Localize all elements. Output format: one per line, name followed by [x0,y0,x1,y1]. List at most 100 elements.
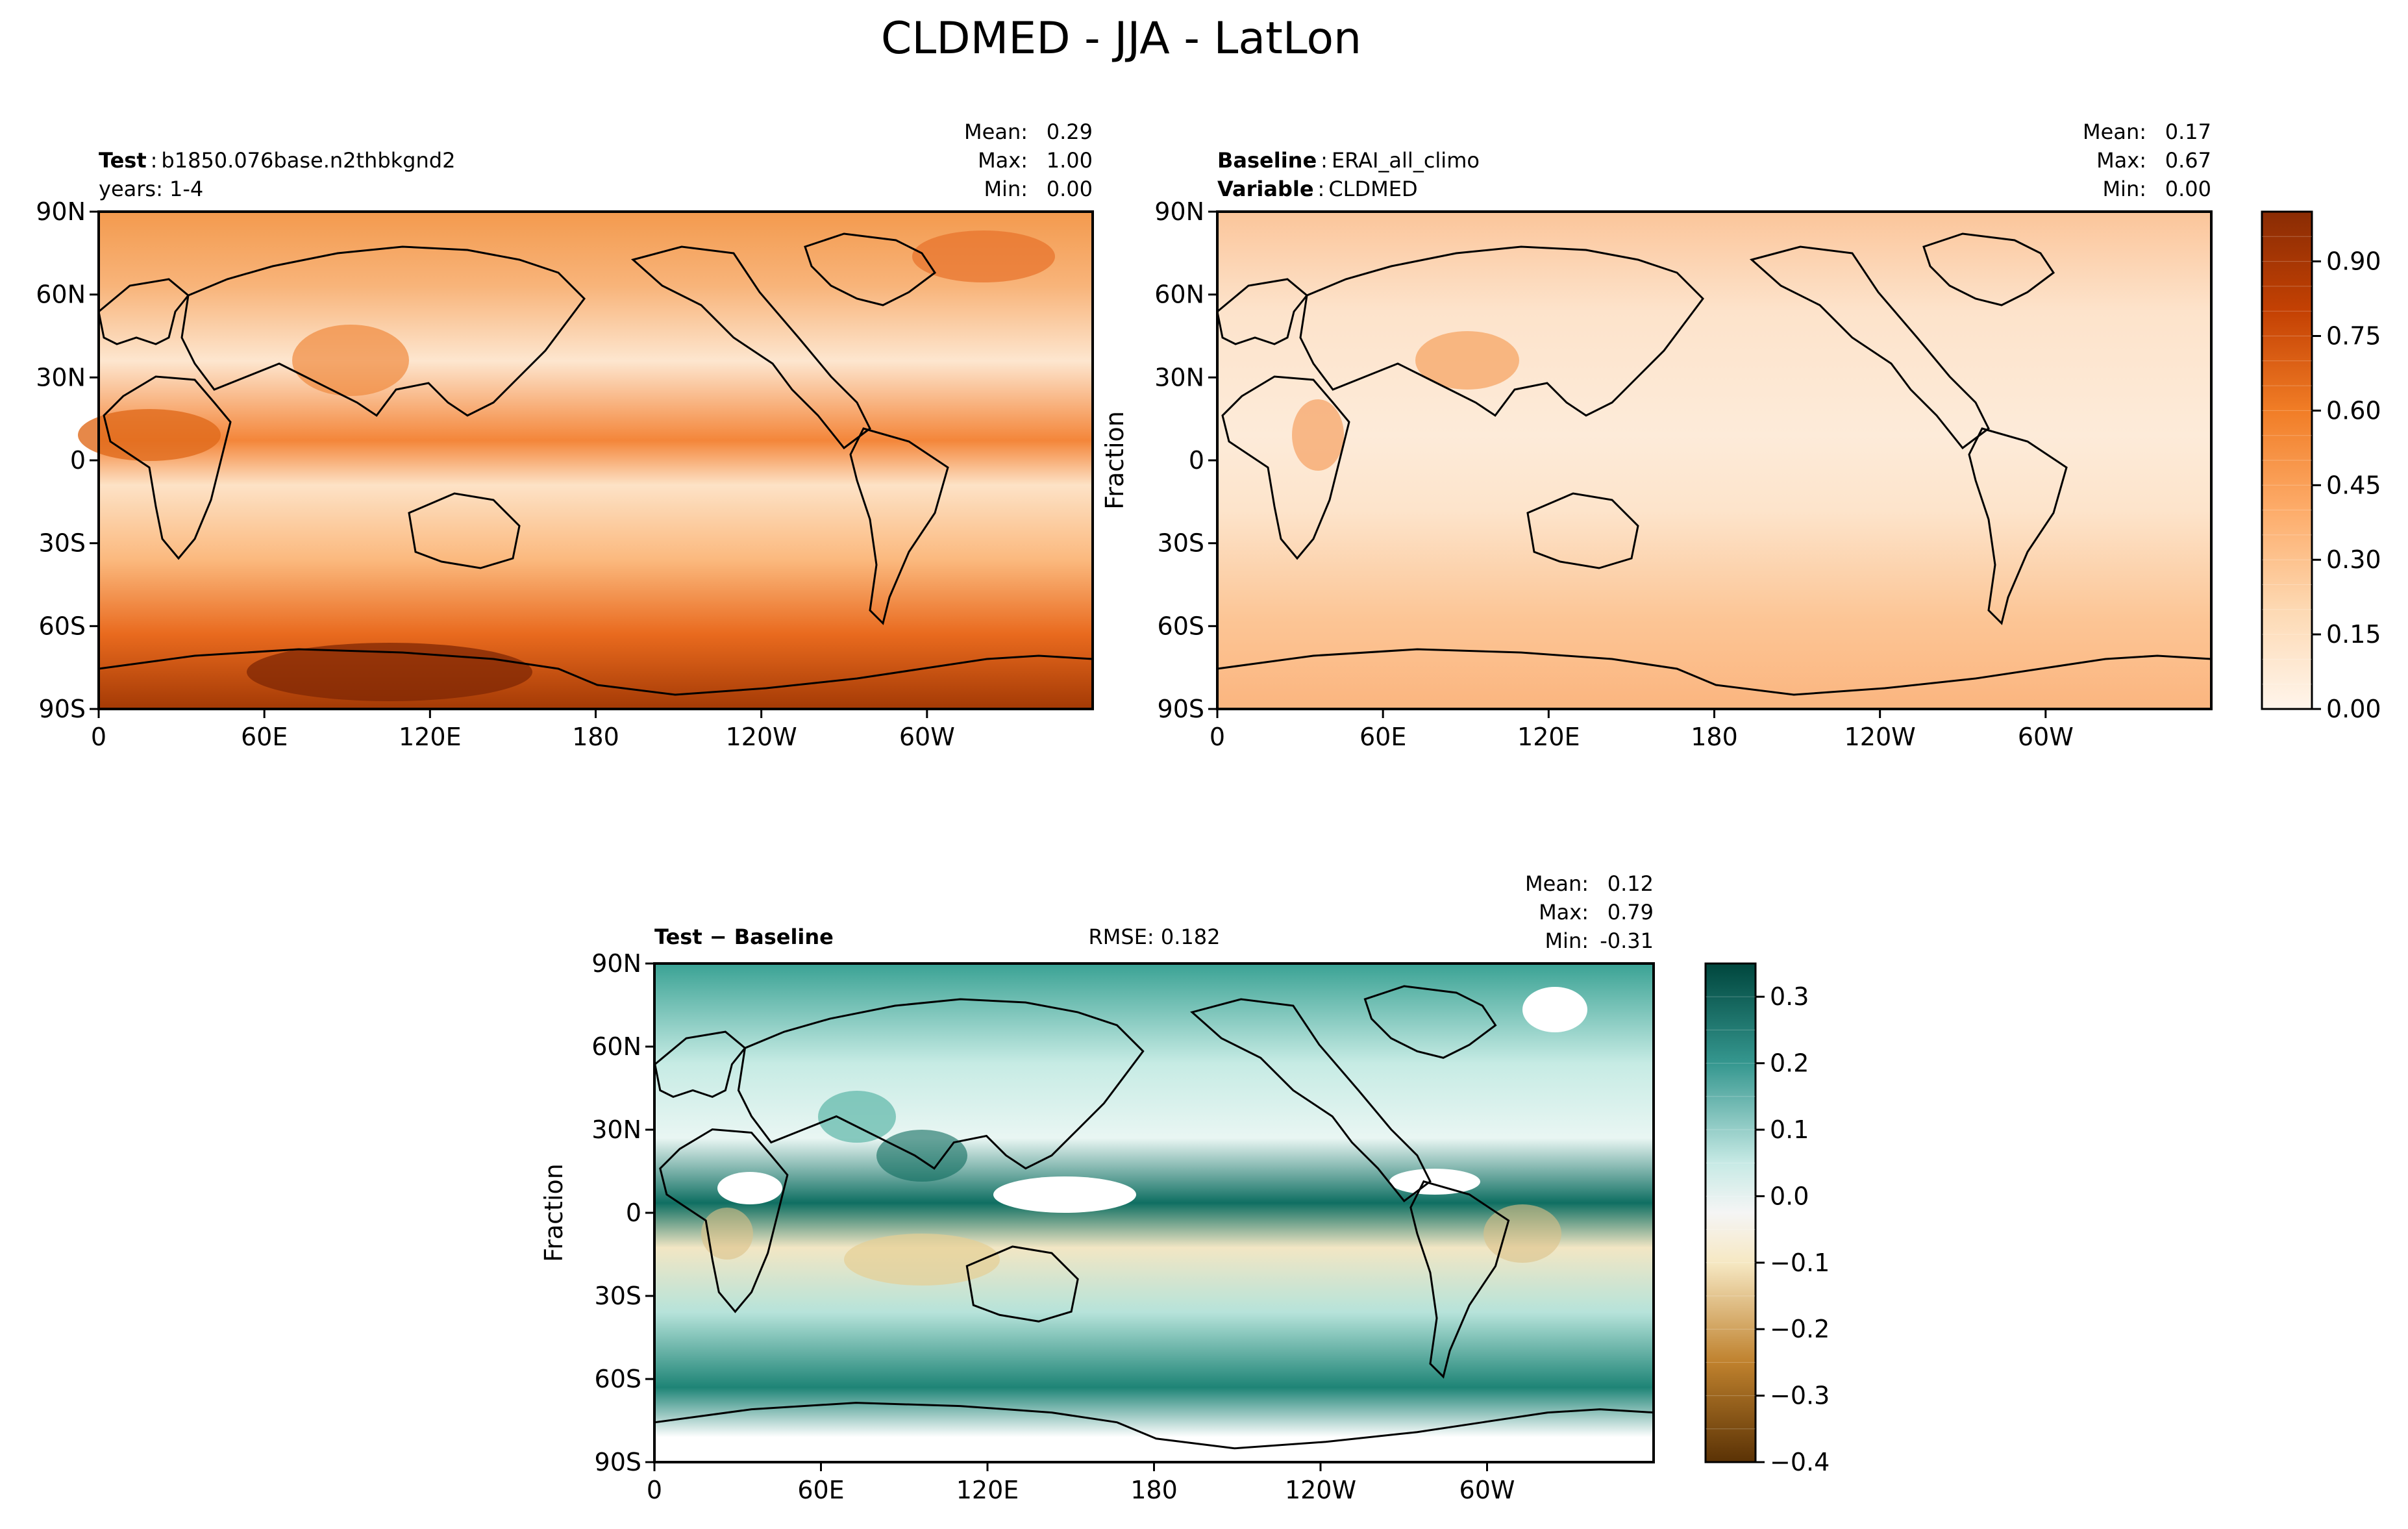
xtick-label: 60W [899,723,955,751]
colorbar-brbg-ramp [1706,963,1756,1462]
difference-field-blob [1389,1169,1480,1195]
stat-value: 0.17 [2165,119,2211,144]
baseline-info-label: Baseline [1217,148,1317,173]
colorbar-tick-label: 0.00 [2326,695,2381,723]
ytick-label: 90S [595,1448,641,1476]
ytick-label: 60N [36,280,86,309]
xtick-label: 120E [1517,723,1580,751]
colorbar-tick-label: −0.3 [1770,1382,1830,1410]
ytick-label: 90N [36,197,86,226]
test-info-years: years: 1-4 [99,177,203,201]
difference-field-blob [876,1130,967,1182]
stat-label: Max: [1539,900,1589,925]
xtick-label: 60E [241,723,288,751]
colorbar-tick-label: −0.2 [1770,1315,1830,1343]
coastlines [97,232,1093,696]
stat-value: 0.00 [2165,177,2211,201]
xtick-label: 120W [726,723,797,751]
colorbar-tick-label: 0.30 [2326,545,2381,574]
baseline-info-line1: Baseline: ERAI_all_climo [1217,148,1480,173]
stat-value: 0.00 [1047,177,1093,201]
stat-value: 0.12 [1607,871,1654,896]
colorbar-tick-label: 0.0 [1770,1182,1809,1210]
stat-value: 0.29 [1047,119,1093,144]
xtick-label: 60W [2018,723,2074,751]
colorbar-oranges-frame [2261,210,2313,710]
xtick-label: 120W [1844,723,1916,751]
figure-title: CLDMED - JJA - LatLon [881,13,1361,64]
ytick-label: 60S [1158,612,1204,640]
ytick-label: 90S [39,695,86,723]
test-info-label: Test [99,148,147,173]
stat-value: 1.00 [1047,148,1093,173]
variable-info-sep: : [1318,177,1325,201]
stat-label: Min: [2102,177,2146,201]
difference-field-blob [844,1234,1000,1286]
baseline-map-field [1217,212,2211,709]
ytick-label: 60S [39,612,86,640]
difference-title: Test − Baseline [654,925,834,949]
difference-field-blob [1522,987,1587,1032]
ytick-label: 0 [70,446,86,475]
test-field-blob [912,230,1055,282]
colorbar-tick-label: 0.60 [2326,396,2381,425]
ytick-label: 60N [1154,280,1204,309]
ytick-label: 90N [1154,197,1204,226]
difference-field-blob [717,1172,782,1204]
ytick-label: 30S [1158,529,1204,558]
difference-map-field [654,963,1654,1462]
xtick-label: 0 [647,1476,662,1504]
colorbar-tick-label: 0.45 [2326,471,2381,499]
ytick-label: 90S [1158,695,1204,723]
colorbar-tick-label: 0.3 [1770,982,1809,1011]
stat-value: 0.67 [2165,148,2211,173]
xtick-label: 180 [1691,723,1738,751]
xtick-label: 120E [399,723,462,751]
panel-difference: 90N 60N 30N 0 30S 60S 90S 0 60E 120E 180 120W 60W F… [540,871,1655,1504]
xtick-label: 0 [1210,723,1225,751]
panel-baseline: 90N 60N 30N 0 30S 60S 90S 0 60E 120E 180 120W 60W F… [1100,119,2213,751]
stat-label: Mean: [1525,871,1589,896]
baseline-ylabel: Fraction [1100,411,1129,510]
test-field-blob [292,325,409,396]
ytick-label: 30N [591,1115,641,1144]
colorbar-brbg-frame [1704,962,1757,1463]
xtick-label: 180 [1130,1476,1178,1504]
colorbar-tick-label: 0.90 [2326,247,2381,276]
difference-field-blob [993,1176,1136,1213]
stat-value: -0.31 [1600,928,1654,953]
panel-test: 90N 60N 30N 0 30S 60S 90S 0 60E 120E 180 120W 60W T… [36,119,1094,751]
test-field-blob [78,409,221,461]
colorbar-oranges: 0.00 0.15 0.30 0.45 0.60 0.75 0.90 [2261,210,2381,723]
xtick-label: 60E [1359,723,1406,751]
stat-label: Max: [978,148,1028,173]
test-info-sep: : [151,148,158,173]
ytick-label: 0 [1189,446,1204,475]
colorbar-brbg: 0.3 0.2 0.1 0.0 −0.1 −0.2 −0.3 −0.4 [1704,962,1830,1476]
colorbar-tick-label: 0.2 [1770,1049,1809,1078]
ytick-label: 30S [39,529,86,558]
stat-label: Mean: [2083,119,2146,144]
stat-label: Max: [2096,148,2146,173]
colorbar-tick-label: 0.75 [2326,322,2381,351]
variable-info-label: Variable [1217,177,1314,201]
colorbar-tick-label: 0.1 [1770,1115,1809,1144]
coastlines [654,985,1654,1450]
colorbar-oranges-ramp [2262,212,2312,709]
stat-label: Min: [1545,928,1589,953]
difference-field-blob [701,1208,753,1260]
test-info-line1: Test: b1850.076base.n2thbkgnd2 [99,148,455,173]
ytick-label: 60N [591,1032,641,1061]
ytick-label: 30N [36,363,86,392]
test-map-field [99,212,1093,709]
xtick-label: 120E [956,1476,1019,1504]
baseline-info-sep: : [1321,148,1328,173]
ytick-label: 60S [595,1365,641,1393]
ytick-label: 30S [595,1282,641,1310]
xtick-label: 60W [1459,1476,1515,1504]
baseline-field-blob [1292,399,1344,471]
difference-ylabel: Fraction [540,1163,568,1262]
stat-value: 0.79 [1607,900,1654,925]
stat-label: Min: [984,177,1028,201]
difference-field-blob [818,1091,896,1143]
